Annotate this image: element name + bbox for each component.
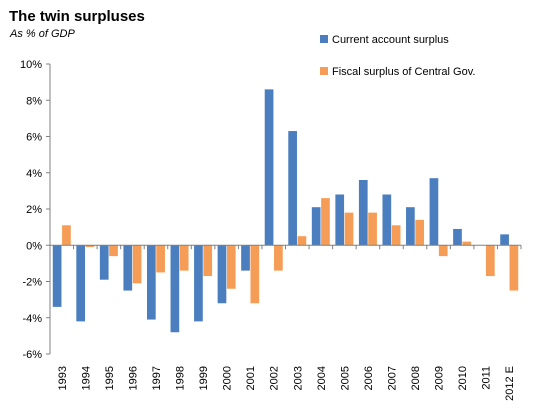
plot-area: -6% -4% -2% 0% 2% 4% 6% 8% 10% 1993 1994 1995 1996 19… (20, 59, 522, 401)
y-tick-label: 10% (20, 59, 42, 71)
x-tick-label: 2002 (269, 366, 281, 390)
x-tick-label: 2004 (316, 366, 328, 390)
bar-fiscal (85, 245, 95, 248)
bar-current-account (264, 89, 274, 246)
bar-current-account (123, 245, 133, 291)
legend-label-fiscal: Fiscal surplus of Central Gov. (332, 66, 475, 78)
x-tick-label: 1996 (127, 366, 139, 390)
x-tick-label: 2012 E (504, 366, 516, 401)
bar-current-account (311, 207, 321, 246)
x-tick-label: 2009 (434, 366, 446, 390)
bar-fiscal (415, 219, 425, 246)
x-tick-label: 2007 (386, 366, 398, 390)
bar-current-account (241, 245, 250, 271)
y-tick-label: 8% (26, 95, 42, 107)
bar-fiscal (509, 245, 519, 291)
bar-current-account (194, 245, 203, 322)
legend-swatch-current-account (320, 35, 328, 43)
bar-fiscal (250, 245, 260, 304)
y-tick-label: -4% (22, 313, 42, 325)
y-tick-label: 6% (26, 132, 42, 144)
bar-current-account (335, 194, 345, 246)
y-tick-label: -6% (22, 349, 42, 361)
x-tick-label: 2011 (481, 366, 493, 390)
x-tick-label: 1997 (151, 366, 163, 390)
bar-current-account (500, 234, 509, 246)
bar-fiscal (156, 245, 165, 273)
bar-fiscal (179, 245, 189, 271)
bar-fiscal (344, 212, 354, 246)
x-tick-label: 2001 (245, 366, 257, 390)
bar-fiscal (391, 225, 401, 246)
legend-label-current-account: Current account surplus (332, 34, 449, 46)
bar-fiscal (368, 212, 377, 246)
bar-fiscal (109, 245, 118, 257)
bar-fiscal (274, 245, 283, 271)
x-tick-label: 2000 (222, 366, 234, 390)
x-tick-label: 1998 (175, 366, 187, 390)
bar-fiscal (62, 225, 71, 246)
bar-current-account (170, 245, 180, 333)
bar-current-account (146, 245, 156, 320)
bar-fiscal (485, 245, 495, 277)
bar-current-account (288, 131, 297, 246)
bar-fiscal (132, 245, 142, 284)
chart-subtitle: As % of GDP (9, 28, 75, 40)
bar-fiscal (462, 241, 472, 246)
x-tick-label: 1999 (198, 366, 210, 390)
legend: Current account surplus Fiscal surplus of… (320, 34, 475, 78)
bar-current-account (406, 207, 415, 246)
x-tick-label: 1994 (80, 366, 92, 390)
x-tick-label: 1995 (104, 366, 116, 390)
bar-current-account (382, 194, 392, 246)
bar-fiscal (226, 245, 236, 289)
bar-current-account (358, 180, 368, 246)
bar-current-account (76, 245, 86, 322)
y-tick-label: 0% (26, 240, 42, 252)
bar-current-account (52, 245, 62, 307)
bar-current-account (99, 245, 109, 280)
bar-fiscal (438, 245, 448, 257)
x-tick-label: 2008 (410, 366, 422, 390)
chart-title: The twin surpluses (9, 8, 145, 25)
bar-current-account (217, 245, 227, 304)
y-tick-label: 4% (26, 168, 42, 180)
bar-fiscal (203, 245, 213, 277)
y-tick-label: -2% (22, 277, 42, 289)
y-tick-label: 2% (26, 204, 42, 216)
x-tick-label: 1993 (57, 366, 69, 390)
bar-fiscal (297, 236, 307, 246)
legend-swatch-fiscal (320, 67, 328, 75)
bar-current-account (429, 178, 439, 246)
x-tick-label: 2003 (292, 366, 304, 390)
bar-current-account (453, 228, 462, 246)
bar-fiscal (321, 198, 330, 246)
x-tick-label: 2010 (457, 366, 469, 390)
x-tick-label: 2006 (363, 366, 375, 390)
x-tick-label: 2005 (339, 366, 351, 390)
